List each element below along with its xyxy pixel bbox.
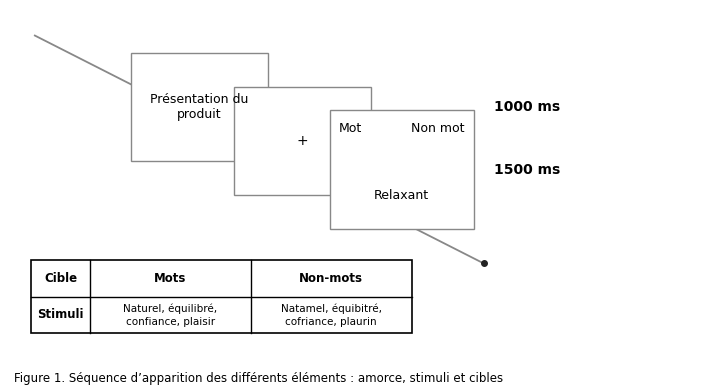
Text: Cible: Cible — [44, 272, 77, 285]
Bar — [31, 260, 412, 333]
Text: Présentation du
produit: Présentation du produit — [150, 93, 248, 121]
Text: Natamel, équibitré,
cofriance, plaurin: Natamel, équibitré, cofriance, plaurin — [281, 303, 382, 327]
Bar — [330, 110, 473, 230]
Text: +: + — [296, 134, 308, 148]
Bar — [233, 86, 371, 196]
Text: Stimuli: Stimuli — [37, 308, 84, 321]
Text: 1500 ms: 1500 ms — [494, 163, 560, 177]
Text: Figure 1. Séquence d’apparition des différents éléments : amorce, stimuli et cib: Figure 1. Séquence d’apparition des diff… — [14, 372, 503, 385]
Text: Non-mots: Non-mots — [299, 272, 363, 285]
Text: 1000 ms: 1000 ms — [494, 100, 560, 114]
Text: Relaxant: Relaxant — [374, 189, 429, 202]
Text: Naturel, équilibré,
confiance, plaisir: Naturel, équilibré, confiance, plaisir — [123, 303, 217, 327]
Bar — [131, 52, 268, 161]
Text: Non mot: Non mot — [411, 122, 465, 135]
Text: Mots: Mots — [154, 272, 186, 285]
Text: Mot: Mot — [338, 122, 362, 135]
